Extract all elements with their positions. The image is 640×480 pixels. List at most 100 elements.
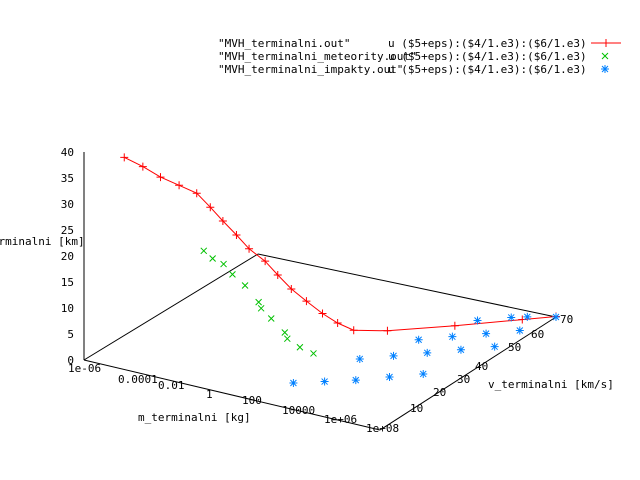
x-tick-label: 0.0001 <box>118 373 158 386</box>
data-point <box>206 203 215 212</box>
x-axis-line <box>83 359 381 431</box>
data-point <box>450 321 459 330</box>
x-tick-label: 1e+06 <box>324 413 357 426</box>
back-axis-right <box>257 253 557 318</box>
legend-marker-1 <box>602 39 610 47</box>
legend-expr-3: u ($5+eps):($4/1.e3):($6/1.e3) <box>388 63 587 76</box>
legend-entry-2: "MVH_terminalni_meteority.out" u ($5+eps… <box>218 50 609 63</box>
z-tick-labels: 40 30 35 25 20 15 10 5 0 <box>61 146 74 367</box>
data-point <box>273 270 282 279</box>
legend-label-2: "MVH_terminalni_meteority.out" <box>218 50 417 63</box>
x-tick-label: 0.01 <box>158 379 185 392</box>
z-tick-label: 0 <box>67 354 74 367</box>
data-point <box>515 326 524 335</box>
data-point <box>289 379 298 388</box>
legend-expr-2: u ($5+eps):($4/1.e3):($6/1.e3) <box>388 50 587 63</box>
data-point <box>482 329 491 338</box>
legend-marker-2 <box>601 52 609 60</box>
data-point <box>333 319 342 328</box>
legend-entry-1: "MVH_terminalni.out" u ($5+eps):($4/1.e3… <box>218 37 621 50</box>
data-point <box>423 348 432 357</box>
z-tick-label: 35 <box>61 172 74 185</box>
data-point <box>255 298 262 306</box>
data-point <box>257 304 265 312</box>
legend-label-3: "MVH_terminalni_impakty.out" <box>218 63 403 76</box>
data-point <box>229 271 236 278</box>
data-point <box>232 231 241 240</box>
legend: "MVH_terminalni.out" u ($5+eps):($4/1.e3… <box>218 37 621 76</box>
data-point <box>281 329 289 336</box>
x-axis-title: m_terminalni [kg] <box>138 411 251 424</box>
z-tick-label: 20 <box>61 250 74 263</box>
data-point <box>156 173 165 182</box>
data-point <box>138 162 147 171</box>
data-point <box>507 313 516 322</box>
back-axis-left <box>83 253 259 361</box>
z-tick-label: 30 <box>61 198 74 211</box>
y-tick-label: 60 <box>531 328 544 341</box>
data-point <box>302 297 311 306</box>
data-point <box>261 257 270 266</box>
z-tick-label: 10 <box>61 302 74 315</box>
data-point <box>419 369 428 378</box>
data-point <box>200 247 208 255</box>
y-tick-label: 10 <box>410 402 423 415</box>
data-point <box>456 345 465 354</box>
series-impakty <box>289 312 560 388</box>
data-point <box>296 343 304 351</box>
data-point <box>385 373 394 382</box>
y-tick-label: 50 <box>508 341 521 354</box>
z-tick-label: 25 <box>61 224 74 237</box>
z-tick-label: 5 <box>67 328 74 341</box>
legend-marker-3 <box>601 65 609 73</box>
y-tick-label: 30 <box>457 373 470 386</box>
y-tick-label: 70 <box>560 313 573 326</box>
x-tick-label: 1e-06 <box>68 362 101 375</box>
data-point <box>245 244 254 253</box>
data-point <box>218 217 227 226</box>
legend-label-1: "MVH_terminalni.out" <box>218 37 350 50</box>
z-axis-title: h_terminalni [km] <box>0 235 85 248</box>
data-point <box>318 309 327 318</box>
data-point <box>175 181 184 190</box>
legend-entry-3: "MVH_terminalni_impakty.out" u ($5+eps):… <box>218 63 609 76</box>
axes-box <box>83 152 557 431</box>
data-point <box>283 335 291 343</box>
data-point <box>490 342 499 351</box>
y-axis-title: v_terminalni [km/s] <box>488 378 614 391</box>
legend-expr-1: u ($5+eps):($4/1.e3):($6/1.e3) <box>388 37 587 50</box>
series-meteority <box>200 247 317 357</box>
data-point <box>310 350 317 357</box>
data-point <box>349 326 358 335</box>
data-point <box>209 255 217 262</box>
data-point <box>351 376 360 385</box>
x-tick-label: 1e+08 <box>366 422 399 435</box>
y-tick-labels: 10 20 30 40 50 60 70 <box>410 313 573 415</box>
data-point <box>192 189 201 198</box>
series-line <box>124 156 557 332</box>
data-point <box>120 153 129 162</box>
x-tick-label: 10000 <box>282 404 315 417</box>
z-tick-label: 40 <box>61 146 74 159</box>
z-tick-label: 15 <box>61 276 74 289</box>
y-axis-line <box>379 316 557 431</box>
data-point <box>414 335 423 344</box>
data-point <box>552 313 560 321</box>
data-point <box>448 332 457 341</box>
data-point <box>355 354 364 363</box>
data-point <box>383 326 392 335</box>
x-tick-labels: 1e-06 0.0001 0.01 1 100 10000 1e+06 1e+0… <box>68 362 399 435</box>
x-tick-label: 100 <box>242 394 262 407</box>
data-point <box>389 351 398 360</box>
data-point <box>523 312 532 321</box>
y-tick-label: 20 <box>433 386 446 399</box>
data-point <box>473 316 482 325</box>
data-point <box>220 260 227 268</box>
data-point <box>241 282 249 289</box>
series-terminalni <box>120 153 560 335</box>
data-point <box>320 377 329 386</box>
data-point <box>267 315 275 322</box>
x-tick-label: 1 <box>206 388 213 401</box>
data-point <box>287 284 296 293</box>
